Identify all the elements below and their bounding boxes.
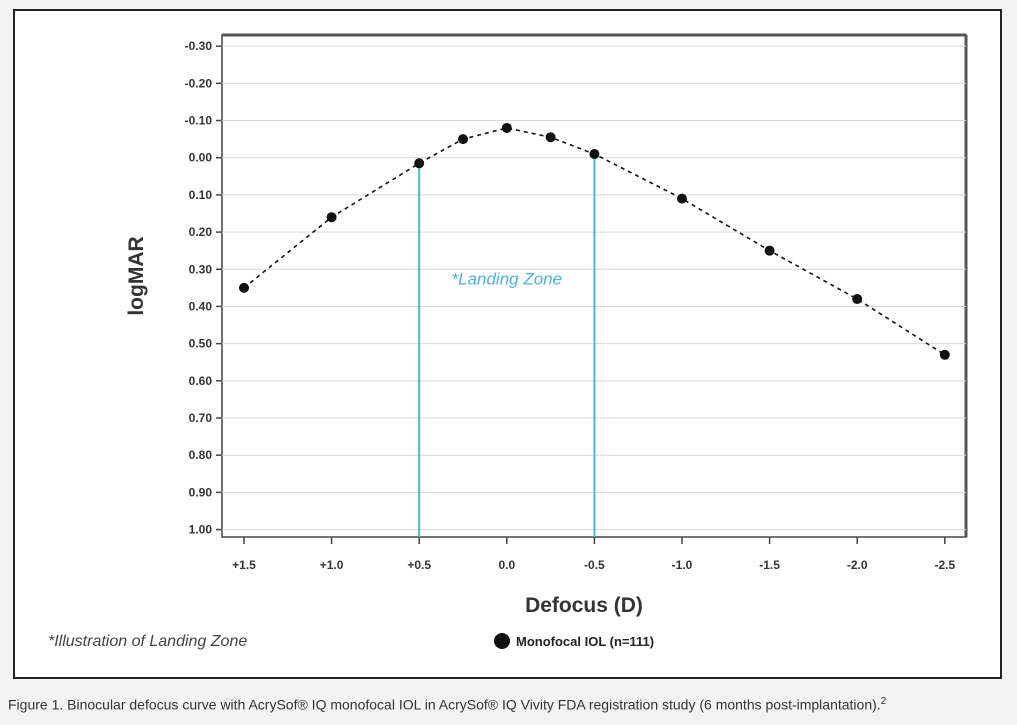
- data-point: [764, 245, 775, 256]
- y-tick-label: -0.10: [185, 114, 213, 128]
- y-tick-label: 0.60: [189, 374, 213, 388]
- x-tick-label: -1.0: [672, 558, 693, 572]
- legend-marker: [494, 633, 510, 649]
- data-point: [677, 193, 687, 204]
- y-tick-label: 0.50: [189, 337, 213, 351]
- y-axis-title: logMAR: [125, 236, 148, 315]
- landing-zone-label: *Landing Zone: [452, 269, 563, 288]
- y-tick-label: 0.20: [189, 225, 213, 239]
- y-tick-label: 0.80: [189, 448, 213, 462]
- y-tick-label: -0.20: [185, 76, 213, 90]
- data-point: [458, 134, 468, 145]
- x-tick-label: -2.5: [934, 558, 955, 572]
- figure-caption: Figure 1. Binocular defocus curve with A…: [8, 696, 886, 713]
- data-point: [939, 349, 950, 360]
- y-tick-label: 0.70: [189, 411, 213, 425]
- x-tick-label: 0.0: [498, 558, 515, 572]
- x-axis-title: Defocus (D): [525, 594, 643, 617]
- y-tick-label: 1.00: [189, 523, 213, 537]
- x-tick-label: +1.5: [232, 558, 256, 572]
- data-point: [545, 132, 556, 143]
- y-tick-label: 0.40: [189, 299, 213, 313]
- data-point: [852, 294, 863, 305]
- y-tick-label: 0.90: [189, 485, 213, 499]
- x-tick-label: -2.0: [847, 558, 868, 572]
- y-tick-label: 0.10: [189, 188, 213, 202]
- data-point: [501, 122, 512, 133]
- data-point: [414, 158, 425, 169]
- x-tick-label: +0.5: [407, 558, 431, 572]
- legend-label: Monofocal IOL (n=111): [516, 634, 654, 649]
- y-tick-label: 0.30: [189, 262, 213, 276]
- x-tick-label: -0.5: [584, 558, 605, 572]
- caption-reference: 2: [880, 696, 887, 707]
- x-tick-label: -1.5: [759, 558, 780, 572]
- data-point: [326, 212, 337, 223]
- caption-text: Figure 1. Binocular defocus curve with A…: [8, 696, 881, 713]
- y-tick-label: -0.30: [185, 39, 213, 53]
- x-tick-label: +1.0: [320, 558, 344, 572]
- data-point: [589, 148, 600, 159]
- y-tick-label: 0.00: [189, 151, 213, 165]
- data-point: [239, 282, 249, 293]
- footnote-text: *Illustration of Landing Zone: [48, 633, 247, 650]
